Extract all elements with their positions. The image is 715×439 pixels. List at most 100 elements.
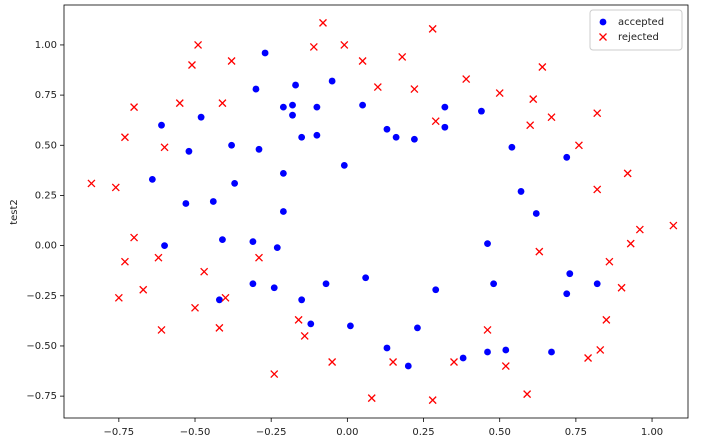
point bbox=[459, 354, 467, 362]
point bbox=[490, 280, 498, 288]
point bbox=[185, 147, 193, 155]
point bbox=[270, 284, 278, 292]
point bbox=[130, 233, 139, 242]
point bbox=[414, 324, 421, 332]
point bbox=[373, 83, 382, 92]
point bbox=[410, 135, 418, 143]
y-axis-label: test2 bbox=[9, 199, 20, 225]
point bbox=[154, 253, 163, 262]
point bbox=[255, 145, 263, 153]
point bbox=[249, 280, 257, 288]
point bbox=[289, 101, 296, 109]
point bbox=[523, 390, 532, 399]
x-tick-label: 0.25 bbox=[412, 427, 434, 438]
point bbox=[231, 180, 239, 187]
point bbox=[219, 236, 226, 243]
point bbox=[441, 103, 449, 111]
point bbox=[535, 247, 544, 256]
x-tick-label: −0.75 bbox=[104, 427, 135, 438]
point bbox=[605, 257, 614, 266]
point bbox=[538, 63, 547, 71]
x-tick-label: −0.25 bbox=[256, 427, 287, 438]
point bbox=[309, 42, 318, 51]
point bbox=[87, 179, 96, 188]
point bbox=[392, 133, 400, 141]
y-tick-label: 0.75 bbox=[35, 90, 57, 101]
y-tick-label: 0.50 bbox=[35, 140, 57, 151]
point bbox=[279, 208, 287, 215]
point bbox=[340, 40, 349, 49]
point bbox=[298, 296, 306, 304]
point bbox=[669, 221, 678, 230]
x-tick-label: −0.50 bbox=[180, 427, 211, 438]
point bbox=[428, 24, 437, 33]
y-tick-label: −0.25 bbox=[26, 291, 57, 302]
point bbox=[596, 346, 605, 354]
point bbox=[188, 61, 196, 69]
legend-label: rejected bbox=[618, 32, 659, 43]
point bbox=[548, 348, 555, 356]
point bbox=[182, 200, 190, 207]
point bbox=[617, 283, 626, 292]
point bbox=[261, 49, 269, 57]
point bbox=[478, 107, 485, 115]
point bbox=[270, 370, 279, 379]
y-tick-label: −0.50 bbox=[26, 341, 57, 352]
point bbox=[602, 315, 611, 324]
point bbox=[215, 296, 223, 304]
point bbox=[292, 81, 299, 89]
point bbox=[300, 331, 309, 340]
point bbox=[111, 183, 120, 192]
point bbox=[161, 242, 168, 250]
point bbox=[157, 325, 166, 334]
point bbox=[508, 143, 516, 151]
point bbox=[362, 274, 370, 282]
point bbox=[255, 253, 263, 262]
point bbox=[383, 125, 391, 133]
point bbox=[495, 89, 504, 98]
point bbox=[502, 346, 510, 354]
y-tick-label: 0.00 bbox=[35, 241, 57, 252]
point bbox=[139, 285, 148, 294]
legend-box bbox=[589, 9, 683, 51]
point bbox=[148, 175, 156, 183]
point bbox=[462, 75, 471, 84]
point bbox=[593, 109, 602, 118]
point bbox=[389, 358, 398, 366]
plot-frame bbox=[63, 4, 689, 419]
point bbox=[322, 280, 330, 288]
point bbox=[200, 267, 209, 276]
point bbox=[635, 225, 644, 234]
x-tick-label: 0.75 bbox=[565, 427, 587, 438]
point bbox=[313, 131, 321, 139]
point bbox=[517, 188, 525, 195]
point bbox=[120, 257, 129, 266]
point bbox=[175, 99, 184, 108]
point bbox=[623, 169, 632, 178]
point bbox=[484, 240, 491, 248]
point bbox=[358, 57, 367, 65]
point bbox=[428, 396, 437, 405]
point bbox=[347, 322, 354, 330]
point bbox=[294, 315, 303, 324]
point bbox=[532, 210, 540, 217]
point bbox=[249, 238, 257, 246]
point bbox=[221, 293, 230, 302]
point bbox=[228, 141, 235, 149]
point bbox=[593, 280, 601, 288]
x-tick-label: 0.00 bbox=[336, 427, 358, 438]
point bbox=[218, 99, 227, 108]
point bbox=[313, 103, 321, 111]
y-tick-label: 1.00 bbox=[35, 40, 57, 51]
point bbox=[298, 133, 306, 141]
point bbox=[563, 153, 571, 161]
point bbox=[383, 344, 391, 352]
point bbox=[279, 169, 287, 177]
point bbox=[328, 77, 336, 85]
point bbox=[209, 198, 217, 205]
point bbox=[191, 303, 199, 312]
legend-marker bbox=[599, 18, 607, 26]
point bbox=[441, 123, 449, 131]
point bbox=[307, 320, 315, 328]
point bbox=[160, 143, 169, 152]
